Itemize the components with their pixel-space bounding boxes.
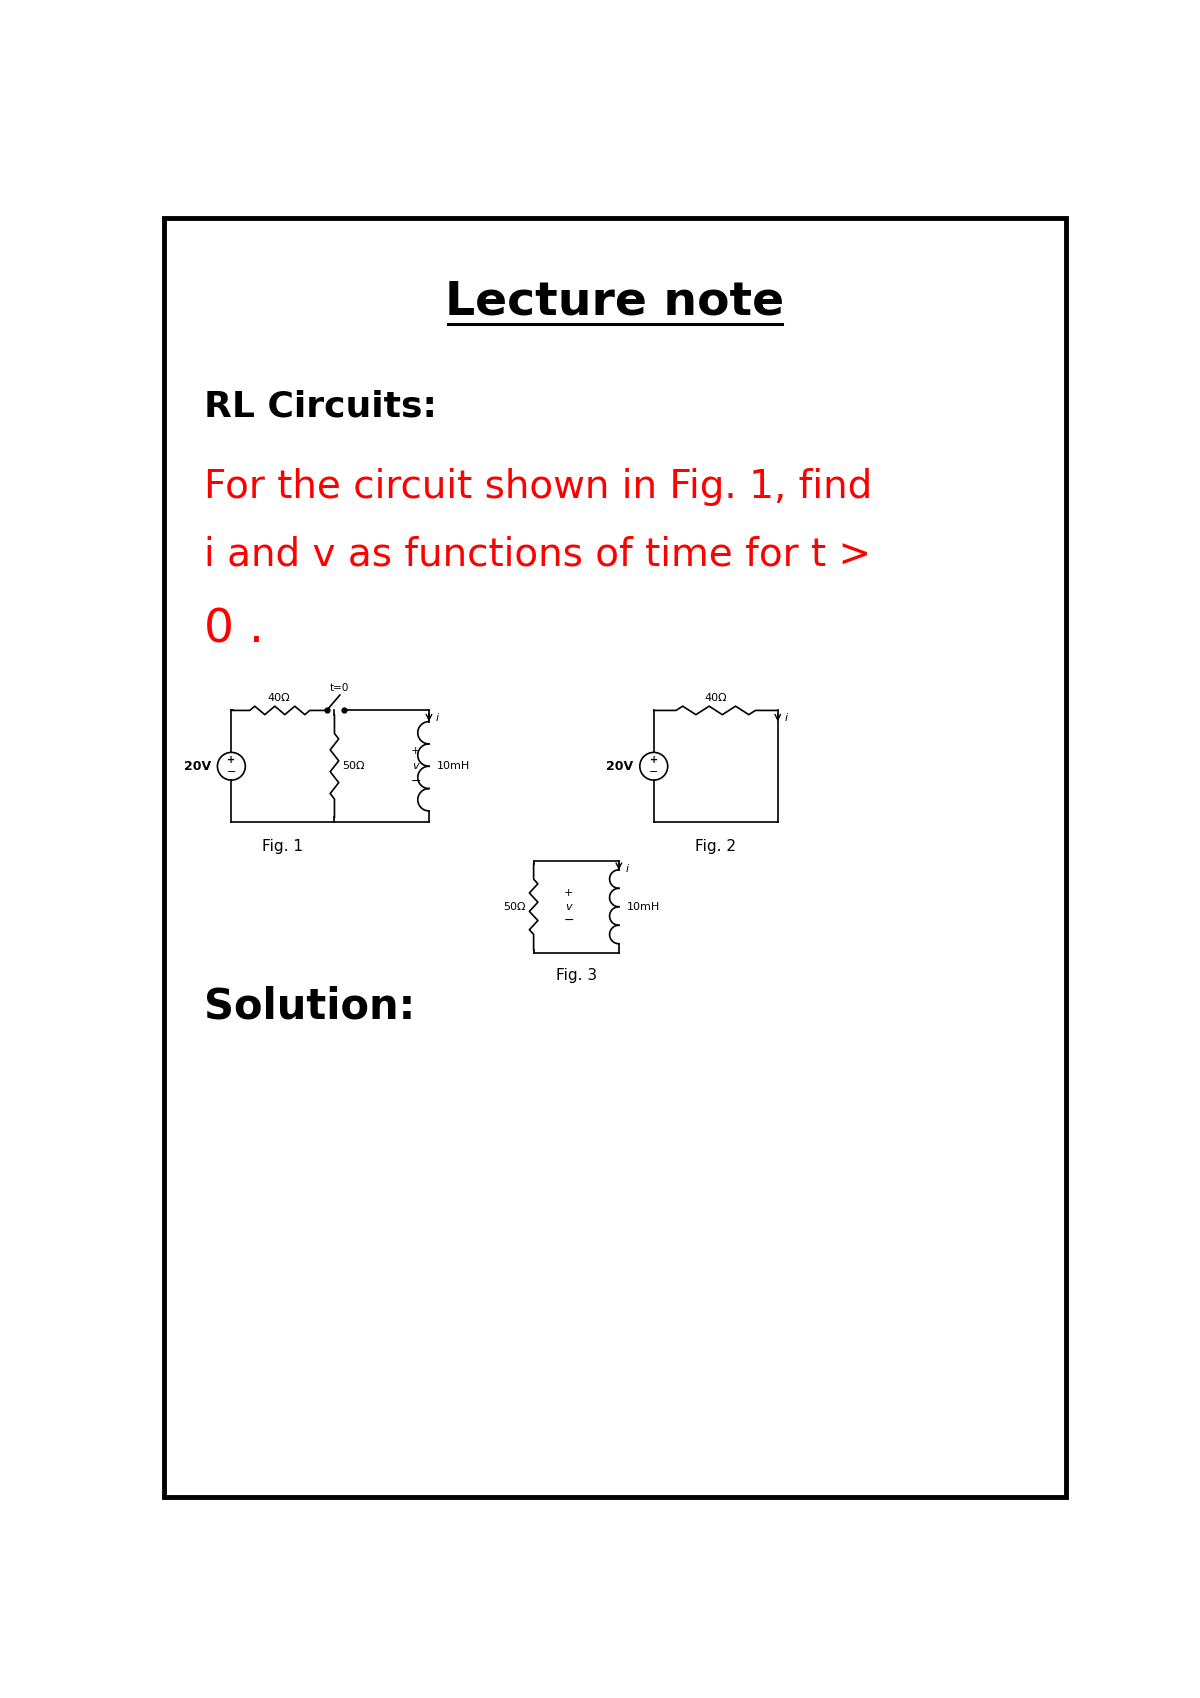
Text: 40Ω: 40Ω [268,693,290,703]
Text: i: i [626,864,629,874]
Text: +: + [412,745,420,756]
Text: Fig. 1: Fig. 1 [263,839,304,854]
Text: For the circuit shown in Fig. 1, find: For the circuit shown in Fig. 1, find [204,469,872,506]
Text: Fig. 2: Fig. 2 [695,839,737,854]
Text: +: + [564,888,574,898]
Text: −: − [410,776,421,788]
Text: 20V: 20V [184,759,211,773]
Text: RL Circuits:: RL Circuits: [204,389,437,423]
Text: +: + [649,756,658,766]
Text: −: − [649,766,659,776]
Text: −: − [227,766,236,776]
Text: 50Ω: 50Ω [503,902,526,912]
Text: Fig. 3: Fig. 3 [556,968,596,983]
Text: t=0: t=0 [330,683,349,693]
Text: i: i [785,713,788,723]
Text: 10mH: 10mH [437,761,470,771]
Text: v: v [565,902,572,912]
Text: i and v as functions of time for t >: i and v as functions of time for t > [204,537,871,574]
Text: 0 .: 0 . [204,608,264,652]
Text: 10mH: 10mH [626,902,660,912]
Text: i: i [436,713,439,723]
Text: 20V: 20V [606,759,634,773]
Text: 50Ω: 50Ω [342,761,365,771]
Text: 40Ω: 40Ω [704,693,727,703]
Text: Solution:: Solution: [204,987,415,1027]
Text: v: v [413,761,419,771]
Text: +: + [227,756,235,766]
Text: Lecture note: Lecture note [445,280,785,324]
Text: −: − [563,914,574,927]
